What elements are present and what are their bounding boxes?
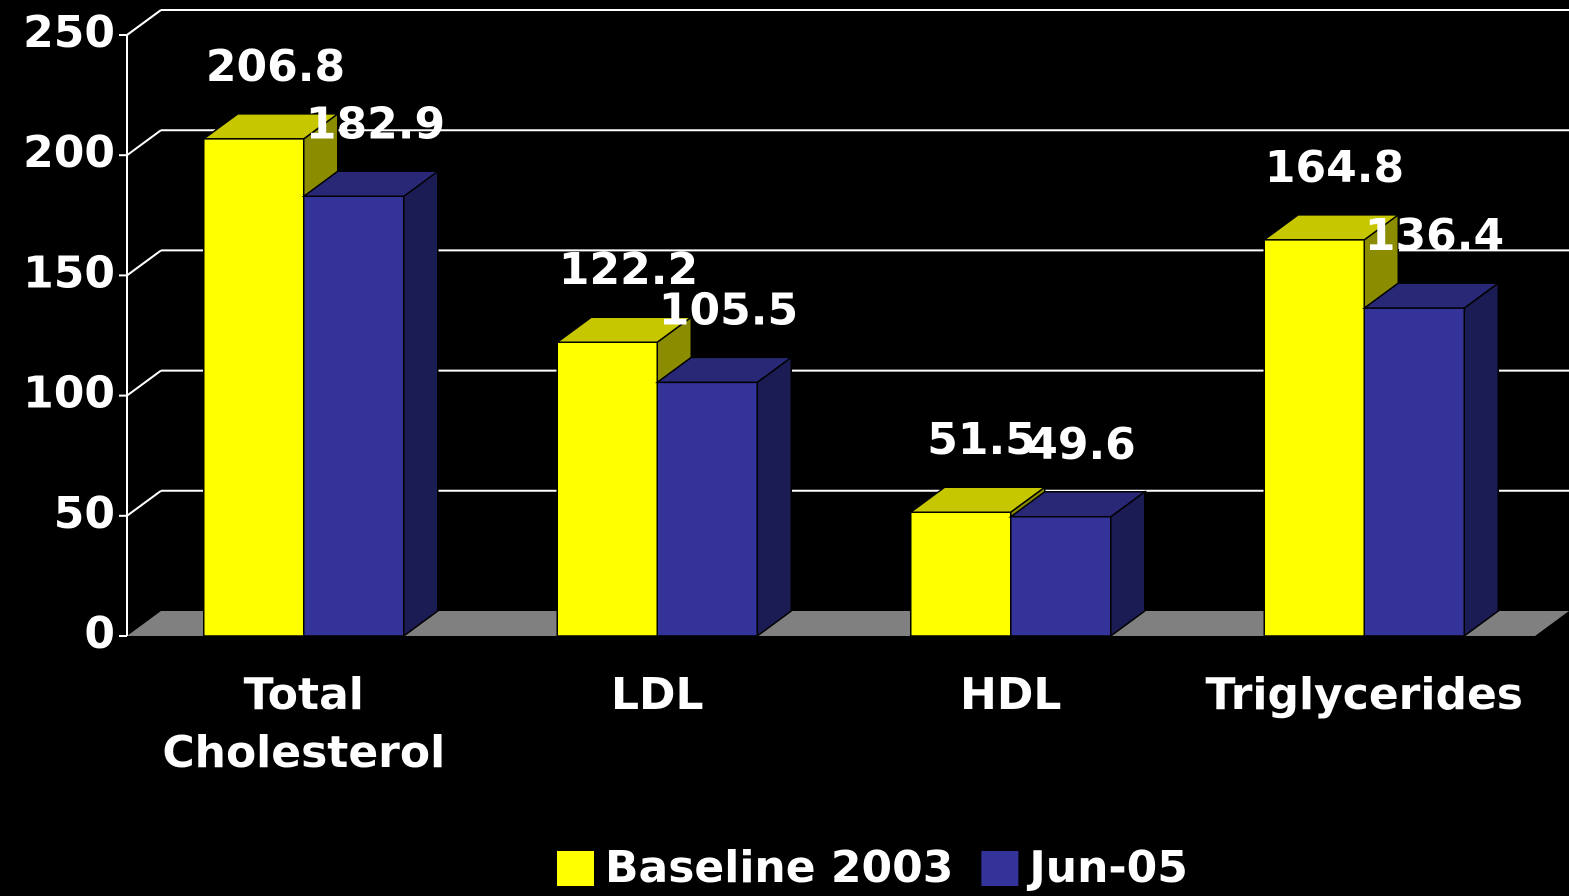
data-label: 164.8 (1265, 142, 1404, 193)
bar-front (1010, 516, 1112, 637)
legend-label: Baseline 2003 (605, 842, 953, 893)
data-label: 206.8 (206, 41, 345, 92)
bar-side (756, 355, 792, 638)
grid-line (126, 9, 162, 36)
bar-front (656, 381, 758, 637)
y-tick-label: 150 (23, 247, 115, 298)
data-label: 122.2 (559, 244, 698, 295)
data-label: 105.5 (659, 284, 798, 335)
grid-line (126, 489, 162, 517)
y-tick-label: 250 (23, 7, 115, 58)
y-tick-label: 0 (84, 608, 115, 659)
bar-side (403, 169, 439, 638)
bar-front (303, 195, 405, 637)
data-label: 182.9 (306, 98, 445, 149)
bar-front (1263, 239, 1365, 637)
x-tick-label: Total Cholesterol (162, 669, 446, 778)
x-tick-label: HDL (960, 669, 1062, 720)
data-label: 136.4 (1365, 210, 1504, 261)
floor (127, 611, 1569, 636)
data-label: 49.6 (1027, 419, 1136, 470)
legend-swatch (981, 851, 1019, 886)
grid-line (126, 249, 162, 277)
y-tick-label: 100 (23, 368, 115, 419)
bar (654, 355, 794, 638)
bar-front (1363, 307, 1465, 637)
legend-label: Jun-05 (1026, 842, 1188, 893)
bar (301, 169, 441, 638)
legend-swatch (557, 851, 594, 886)
y-tick-label: 50 (54, 488, 115, 539)
data-label: 51.5 (927, 414, 1036, 465)
bar-front (203, 138, 305, 637)
x-tick-label: Triglycerides (1205, 669, 1523, 720)
bar-side (1463, 281, 1499, 638)
grid-line (126, 129, 162, 157)
grid-line (126, 369, 162, 397)
bar-front (910, 511, 1012, 637)
x-tick-label: LDL (610, 669, 704, 720)
bar-front (556, 341, 658, 637)
y-tick-label: 200 (23, 127, 115, 178)
bar (1008, 490, 1148, 638)
bar (1361, 281, 1501, 638)
